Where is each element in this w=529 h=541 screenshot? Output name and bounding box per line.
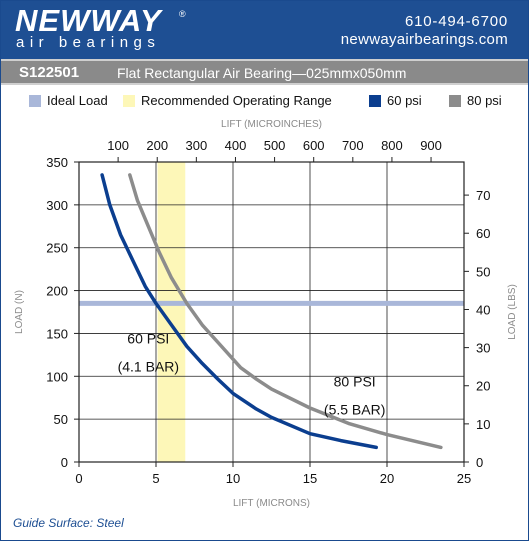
legend-item-ideal-load: Ideal Load — [29, 93, 108, 108]
x2-tick-label: 200 — [146, 138, 168, 153]
y2-tick-label: 20 — [476, 379, 490, 394]
y-tick-label: 200 — [46, 284, 68, 299]
part-description: Flat Rectangular Air Bearing—025mmx050mm — [117, 65, 407, 81]
y2-axis-title: LOAD (LBS) — [507, 284, 518, 340]
legend-item-operating-range: Recommended Operating Range — [123, 93, 332, 108]
y-tick-label: 0 — [61, 455, 68, 470]
legend-swatch-ideal-load — [29, 94, 41, 107]
y-tick-label: 150 — [46, 326, 68, 341]
y2-tick-label: 70 — [476, 188, 490, 203]
x-tick-label: 10 — [226, 471, 240, 486]
registered-mark: ® — [179, 9, 186, 19]
x2-tick-label: 300 — [185, 138, 207, 153]
y-tick-label: 300 — [46, 198, 68, 213]
x2-tick-label: 800 — [381, 138, 403, 153]
x2-tick-label: 900 — [420, 138, 442, 153]
legend-swatch-80psi — [449, 94, 461, 107]
legend-label: Ideal Load — [47, 93, 108, 108]
x-tick-label: 15 — [303, 471, 317, 486]
y2-tick-label: 30 — [476, 341, 490, 356]
x-tick-label: 0 — [75, 471, 82, 486]
legend-label: Recommended Operating Range — [141, 93, 332, 108]
x-tick-label: 5 — [152, 471, 159, 486]
website-url: newwayairbearings.com — [340, 31, 508, 48]
chart-legend: Ideal Load Recommended Operating Range 6… — [1, 89, 528, 109]
annotation-60psi-line2: (4.1 BAR) — [118, 359, 179, 375]
annotation-80psi-line2: (5.5 BAR) — [324, 402, 385, 418]
plot-area-border — [78, 161, 465, 463]
phone-number: 610-494-6700 — [404, 13, 508, 30]
x-tick-label: 25 — [457, 471, 471, 486]
y-tick-label: 50 — [54, 412, 68, 427]
x2-tick-label: 100 — [107, 138, 129, 153]
x2-tick-label: 700 — [342, 138, 364, 153]
legend-item-60psi: 60 psi — [369, 93, 422, 108]
y-tick-label: 250 — [46, 241, 68, 256]
legend-label: 60 psi — [387, 93, 422, 108]
x2-axis-title: LIFT (MICROINCHES) — [221, 119, 322, 130]
x-tick-label: 20 — [380, 471, 394, 486]
y2-tick-label: 0 — [476, 455, 483, 470]
series-line-60psi — [100, 173, 378, 450]
annotation-60psi-line1: 60 PSI — [127, 331, 169, 347]
y2-tick-label: 40 — [476, 302, 490, 317]
brand-logo-wordmark: NEWWAY — [15, 3, 162, 38]
x2-tick-label: 400 — [225, 138, 247, 153]
part-number: S122501 — [19, 64, 80, 81]
y-tick-label: 350 — [46, 155, 68, 170]
brand-logo-subtitle: air bearings — [16, 34, 161, 51]
legend-item-80psi: 80 psi — [449, 93, 502, 108]
x-axis-title: LIFT (MICRONS) — [233, 498, 310, 509]
legend-swatch-60psi — [369, 94, 381, 107]
annotation-80psi-line1: 80 PSI — [334, 374, 376, 390]
title-bar: S122501 Flat Rectangular Air Bearing—025… — [1, 59, 528, 85]
legend-swatch-operating-range — [123, 94, 135, 107]
legend-label: 80 psi — [467, 93, 502, 108]
y2-tick-label: 50 — [476, 264, 490, 279]
brand-header: NEWWAY ® air bearings 610-494-6700 newwa… — [1, 1, 528, 59]
y-tick-label: 100 — [46, 369, 68, 384]
x2-tick-label: 600 — [303, 138, 325, 153]
x2-tick-label: 500 — [264, 138, 286, 153]
y-axis-title: LOAD (N) — [14, 290, 25, 334]
guide-surface-note: Guide Surface: Steel — [13, 516, 124, 530]
y2-tick-label: 10 — [476, 417, 490, 432]
series-line-80psi — [128, 173, 443, 450]
y2-tick-label: 60 — [476, 226, 490, 241]
